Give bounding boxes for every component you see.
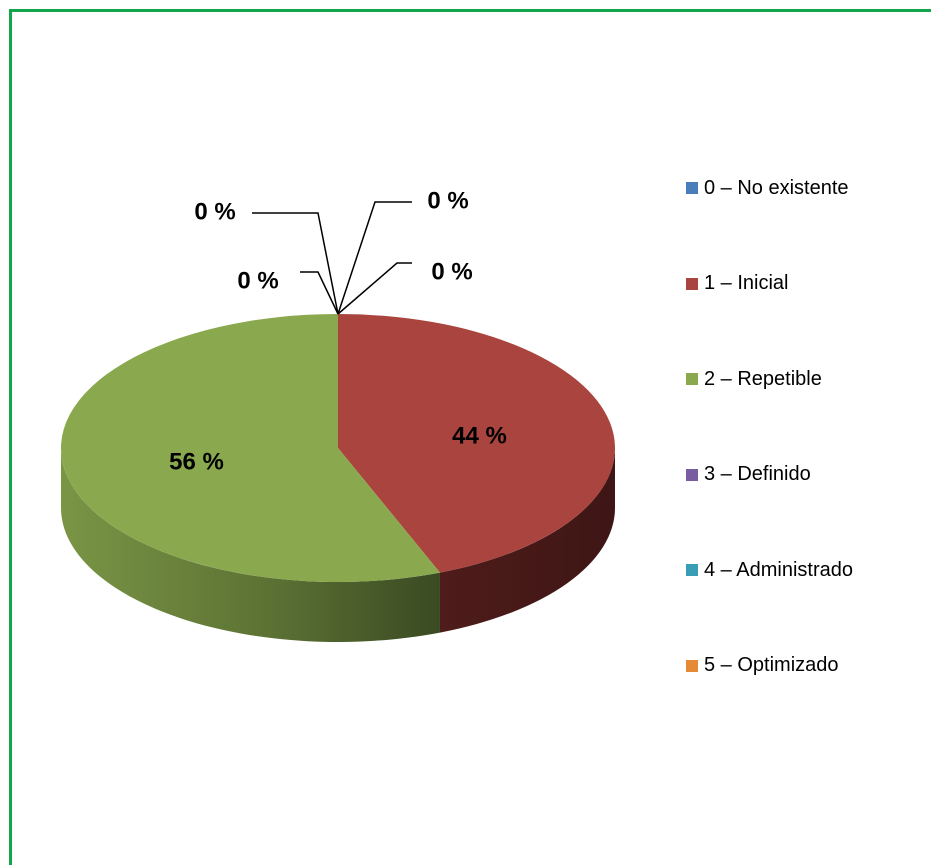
leader-line-optimizado [300, 271, 339, 315]
legend-label-repetible: 2 – Repetible [704, 367, 822, 390]
pie-side-repetible [61, 448, 440, 643]
pie-slice-inicial [338, 314, 615, 573]
data-label-definido: 0 % [427, 187, 468, 214]
legend-item-repetible: 2 – Repetible [686, 366, 822, 392]
pie-group [60, 314, 615, 643]
legend-swatch-optimizado [686, 659, 698, 672]
legend-item-inicial: 1 – Inicial [686, 271, 789, 297]
leader-line-no-existente [252, 212, 339, 315]
data-label-repetible: 56 % [169, 448, 224, 475]
legend-item-definido: 3 – Definido [686, 462, 811, 488]
legend-swatch-administrado [686, 564, 698, 576]
legend-label-inicial: 1 – Inicial [704, 272, 789, 294]
legend-label-definido: 3 – Definido [704, 463, 811, 485]
data-labels: 0 % 44 % 56 % 0 % 0 % 0 % [169, 187, 507, 475]
legend-swatch-inicial [686, 277, 698, 290]
legend-swatch-no-existente [686, 182, 698, 194]
leader-line-administrado [337, 262, 412, 315]
pie-side-inicial [439, 448, 615, 633]
pie-slice-repetible [60, 314, 440, 582]
data-label-optimizado: 0 % [237, 267, 278, 294]
legend-item-no-existente: 0 – No existente [686, 175, 849, 201]
legend-item-administrado: 4 – Administrado [686, 557, 853, 583]
data-label-inicial: 44 % [452, 422, 507, 449]
data-label-no-existente: 0 % [194, 198, 235, 225]
legend-item-optimizado: 5 – Optimizado [686, 653, 839, 679]
legend-label-optimizado: 5 – Optimizado [704, 654, 839, 676]
chart-frame [9, 9, 931, 865]
legend-label-administrado: 4 – Administrado [704, 558, 853, 581]
data-label-administrado: 0 % [431, 258, 472, 285]
leader-lines [252, 201, 412, 315]
legend-swatch-definido [686, 468, 698, 481]
leader-line-definido [337, 201, 412, 315]
legend-label-no-existente: 0 – No existente [704, 176, 849, 199]
legend-swatch-repetible [686, 373, 698, 385]
